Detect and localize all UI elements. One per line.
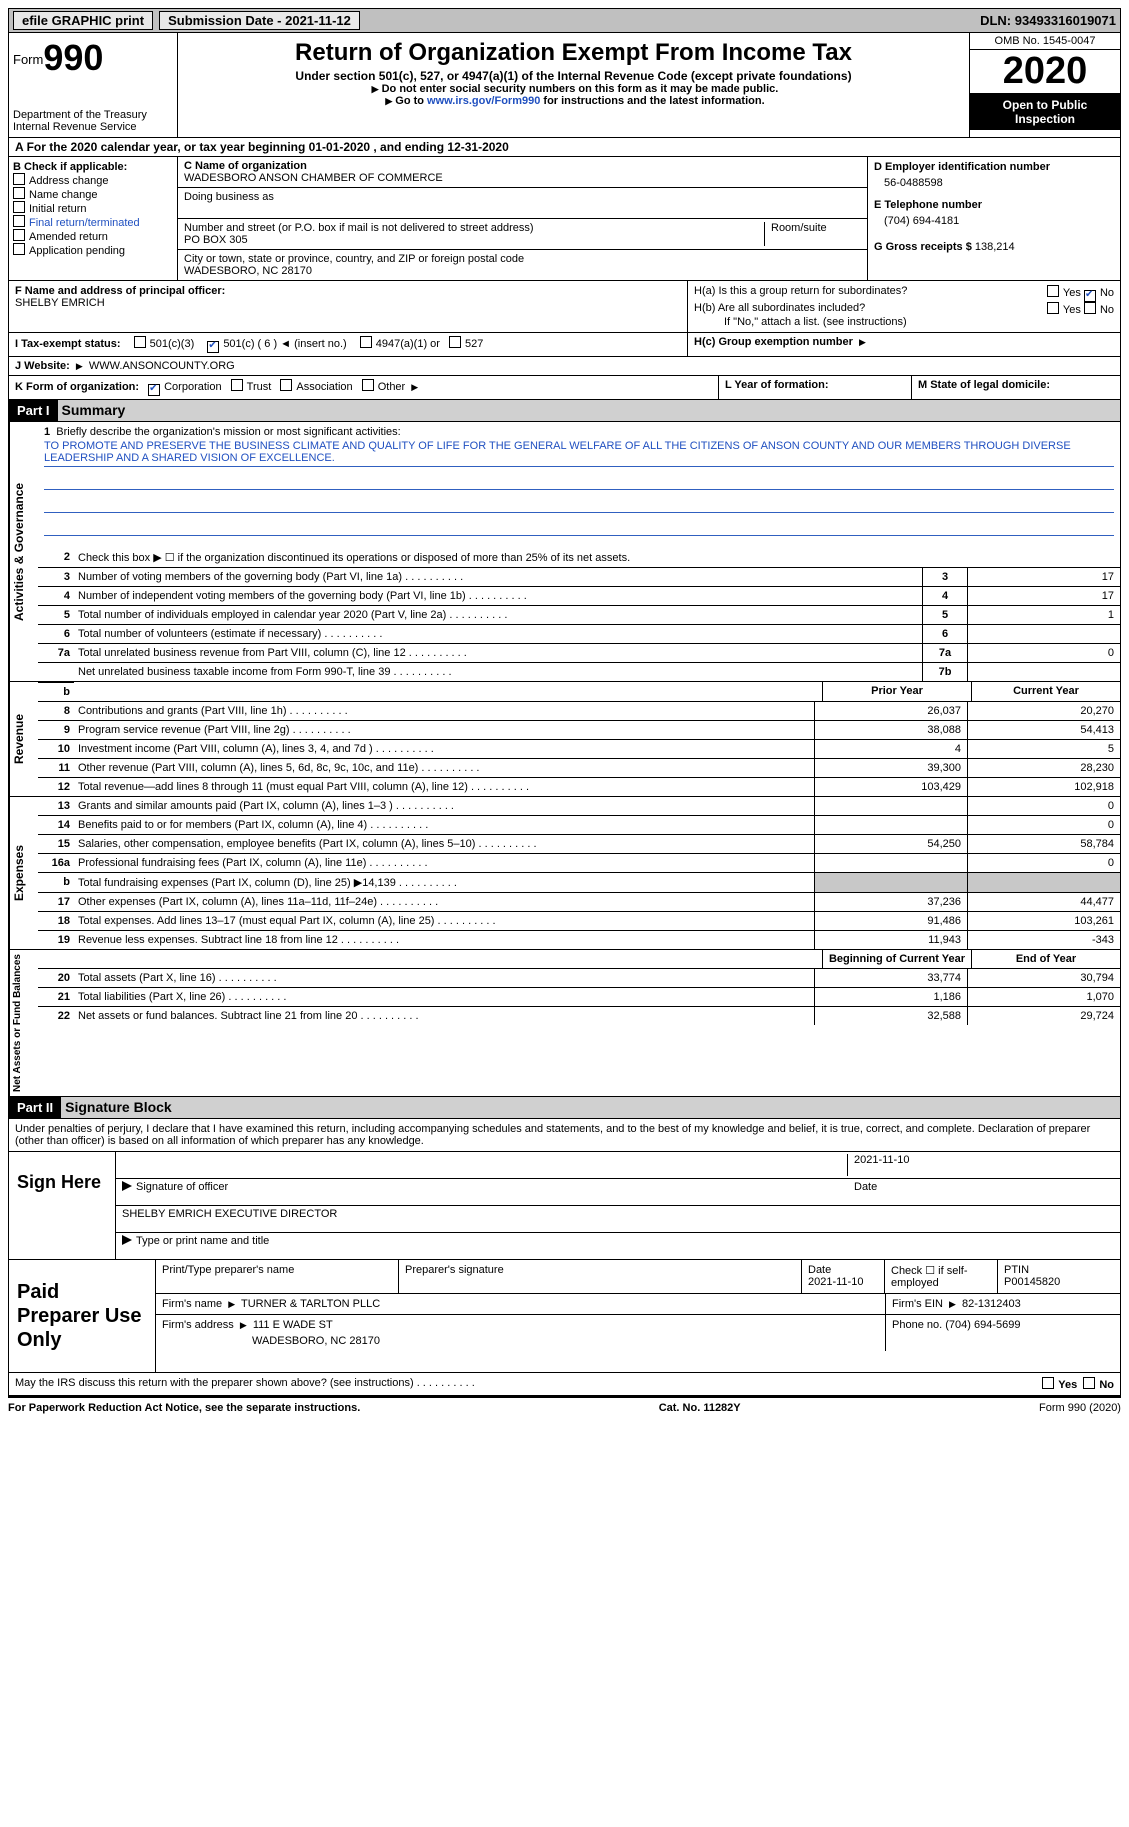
summary-line: 18Total expenses. Add lines 13–17 (must … <box>38 912 1120 931</box>
header-mid: Return of Organization Exempt From Incom… <box>178 33 969 137</box>
row-a: A For the 2020 calendar year, or tax yea… <box>8 138 1121 157</box>
revenue: Revenue b Prior Year Current Year 8Contr… <box>8 682 1121 797</box>
row-klm: K Form of organization: Corporation Trus… <box>8 376 1121 400</box>
summary-line: 21Total liabilities (Part X, line 26)1,1… <box>38 988 1120 1007</box>
summary-line: 16aProfessional fundraising fees (Part I… <box>38 854 1120 873</box>
col-c: C Name of organizationWADESBORO ANSON CH… <box>178 157 1120 280</box>
summary-line: 6Total number of volunteers (estimate if… <box>38 625 1120 644</box>
summary-line: 22Net assets or fund balances. Subtract … <box>38 1007 1120 1025</box>
top-bar: efile GRAPHIC print Submission Date - 20… <box>8 8 1121 33</box>
submission-date: Submission Date - 2021-11-12 <box>159 11 360 30</box>
fgh-block: F Name and address of principal officer:… <box>8 281 1121 333</box>
summary-line: 5Total number of individuals employed in… <box>38 606 1120 625</box>
summary-line: 13Grants and similar amounts paid (Part … <box>38 797 1120 816</box>
col-b: B Check if applicable: Address change Na… <box>9 157 178 280</box>
summary-line: 8Contributions and grants (Part VIII, li… <box>38 702 1120 721</box>
summary-line: bTotal fundraising expenses (Part IX, co… <box>38 873 1120 893</box>
signature-block: Under penalties of perjury, I declare th… <box>8 1119 1121 1396</box>
dln: DLN: 93493316019071 <box>980 13 1116 28</box>
summary-line: 7aTotal unrelated business revenue from … <box>38 644 1120 663</box>
block-bcde: B Check if applicable: Address change Na… <box>8 157 1121 281</box>
part1-bar: Part ISummary <box>8 400 1121 422</box>
summary-line: 9Program service revenue (Part VIII, lin… <box>38 721 1120 740</box>
summary-line: 11Other revenue (Part VIII, column (A), … <box>38 759 1120 778</box>
summary-line: 20Total assets (Part X, line 16)33,77430… <box>38 969 1120 988</box>
header-left: Form990 Department of the Treasury Inter… <box>9 33 178 137</box>
header-right: OMB No. 1545-0047 2020 Open to Public In… <box>969 33 1120 137</box>
expenses: Expenses 13Grants and similar amounts pa… <box>8 797 1121 950</box>
summary-line: Net unrelated business taxable income fr… <box>38 663 1120 681</box>
summary-line: 15Salaries, other compensation, employee… <box>38 835 1120 854</box>
activities-governance: Activities & Governance 1 Briefly descri… <box>8 422 1121 682</box>
form-header: Form990 Department of the Treasury Inter… <box>8 33 1121 138</box>
efile-label[interactable]: efile GRAPHIC print <box>13 11 153 30</box>
footer: For Paperwork Reduction Act Notice, see … <box>8 1396 1121 1418</box>
summary-line: 10Investment income (Part VIII, column (… <box>38 740 1120 759</box>
summary-line: 2Check this box ▶ ☐ if the organization … <box>38 548 1120 568</box>
row-i: I Tax-exempt status: 501(c)(3) 501(c) ( … <box>8 333 1121 357</box>
row-j: J Website: WWW.ANSONCOUNTY.ORG <box>8 357 1121 376</box>
col-deg: D Employer identification number 56-0488… <box>867 157 1120 280</box>
irs-link[interactable]: www.irs.gov/Form990 <box>427 95 540 107</box>
summary-line: 19Revenue less expenses. Subtract line 1… <box>38 931 1120 949</box>
summary-line: 4Number of independent voting members of… <box>38 587 1120 606</box>
net-assets: Net Assets or Fund Balances Beginning of… <box>8 950 1121 1097</box>
summary-line: 12Total revenue—add lines 8 through 11 (… <box>38 778 1120 796</box>
summary-line: 3Number of voting members of the governi… <box>38 568 1120 587</box>
summary-line: 14Benefits paid to or for members (Part … <box>38 816 1120 835</box>
part2-bar: Part IISignature Block <box>8 1097 1121 1119</box>
summary-line: 17Other expenses (Part IX, column (A), l… <box>38 893 1120 912</box>
